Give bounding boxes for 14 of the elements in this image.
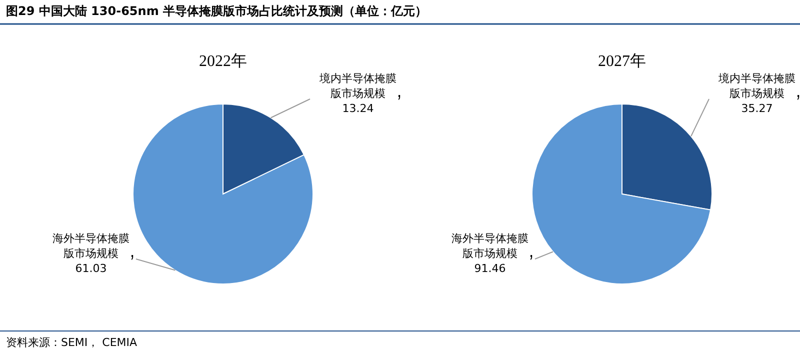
data-label: 13.24 [342, 102, 374, 115]
data-label: 91.46 [474, 262, 506, 275]
text: 图29 中国大陆 130-65nm 半导体掩膜版市场占比统计及预测（单位：亿元） [6, 4, 428, 18]
chart-title: 2022年 [199, 53, 247, 70]
slice-label: 海外半导体掩膜版市场规模 [452, 232, 528, 260]
data-label: 61.03 [75, 262, 107, 275]
slice-label: 境内半导体掩膜版市场规模 [718, 72, 796, 100]
chart-title: 2027年 [598, 53, 646, 70]
pie-slice [532, 104, 712, 284]
slice-label: 境内半导体掩膜版市场规模 [318, 72, 396, 100]
text: 资料来源：SEMI， CEMIA [6, 336, 138, 349]
pie-slice [132, 104, 314, 284]
slice-label: 海外半导体掩膜版市场规模 [52, 232, 130, 260]
data-label: 35.27 [741, 102, 773, 115]
